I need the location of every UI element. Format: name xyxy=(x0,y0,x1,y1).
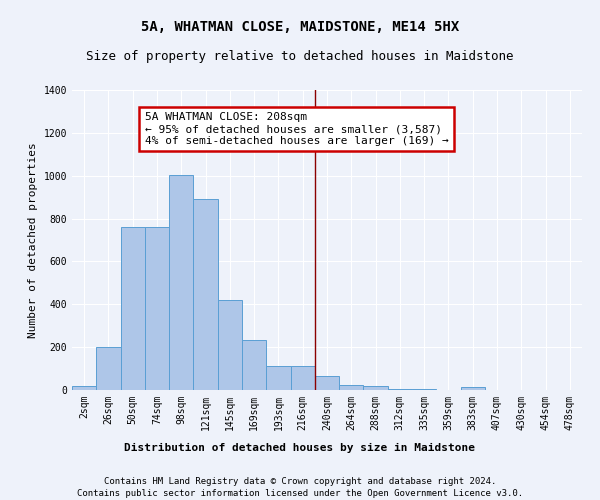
Text: Size of property relative to detached houses in Maidstone: Size of property relative to detached ho… xyxy=(86,50,514,63)
Y-axis label: Number of detached properties: Number of detached properties xyxy=(28,142,38,338)
Bar xyxy=(364,386,388,390)
Bar xyxy=(96,347,121,390)
Bar xyxy=(461,387,485,390)
Text: Distribution of detached houses by size in Maidstone: Distribution of detached houses by size … xyxy=(125,442,476,452)
Bar xyxy=(412,389,436,390)
Text: 5A WHATMAN CLOSE: 208sqm
← 95% of detached houses are smaller (3,587)
4% of semi: 5A WHATMAN CLOSE: 208sqm ← 95% of detach… xyxy=(145,112,449,146)
Bar xyxy=(290,366,315,390)
Bar xyxy=(218,300,242,390)
Bar xyxy=(266,366,290,390)
Bar xyxy=(193,200,218,390)
Text: Contains public sector information licensed under the Open Government Licence v3: Contains public sector information licen… xyxy=(77,489,523,498)
Text: Contains HM Land Registry data © Crown copyright and database right 2024.: Contains HM Land Registry data © Crown c… xyxy=(104,478,496,486)
Bar xyxy=(72,386,96,390)
Bar xyxy=(145,227,169,390)
Bar xyxy=(339,384,364,390)
Text: 5A, WHATMAN CLOSE, MAIDSTONE, ME14 5HX: 5A, WHATMAN CLOSE, MAIDSTONE, ME14 5HX xyxy=(141,20,459,34)
Bar xyxy=(242,340,266,390)
Bar xyxy=(169,174,193,390)
Bar xyxy=(121,227,145,390)
Bar xyxy=(388,389,412,390)
Bar xyxy=(315,376,339,390)
